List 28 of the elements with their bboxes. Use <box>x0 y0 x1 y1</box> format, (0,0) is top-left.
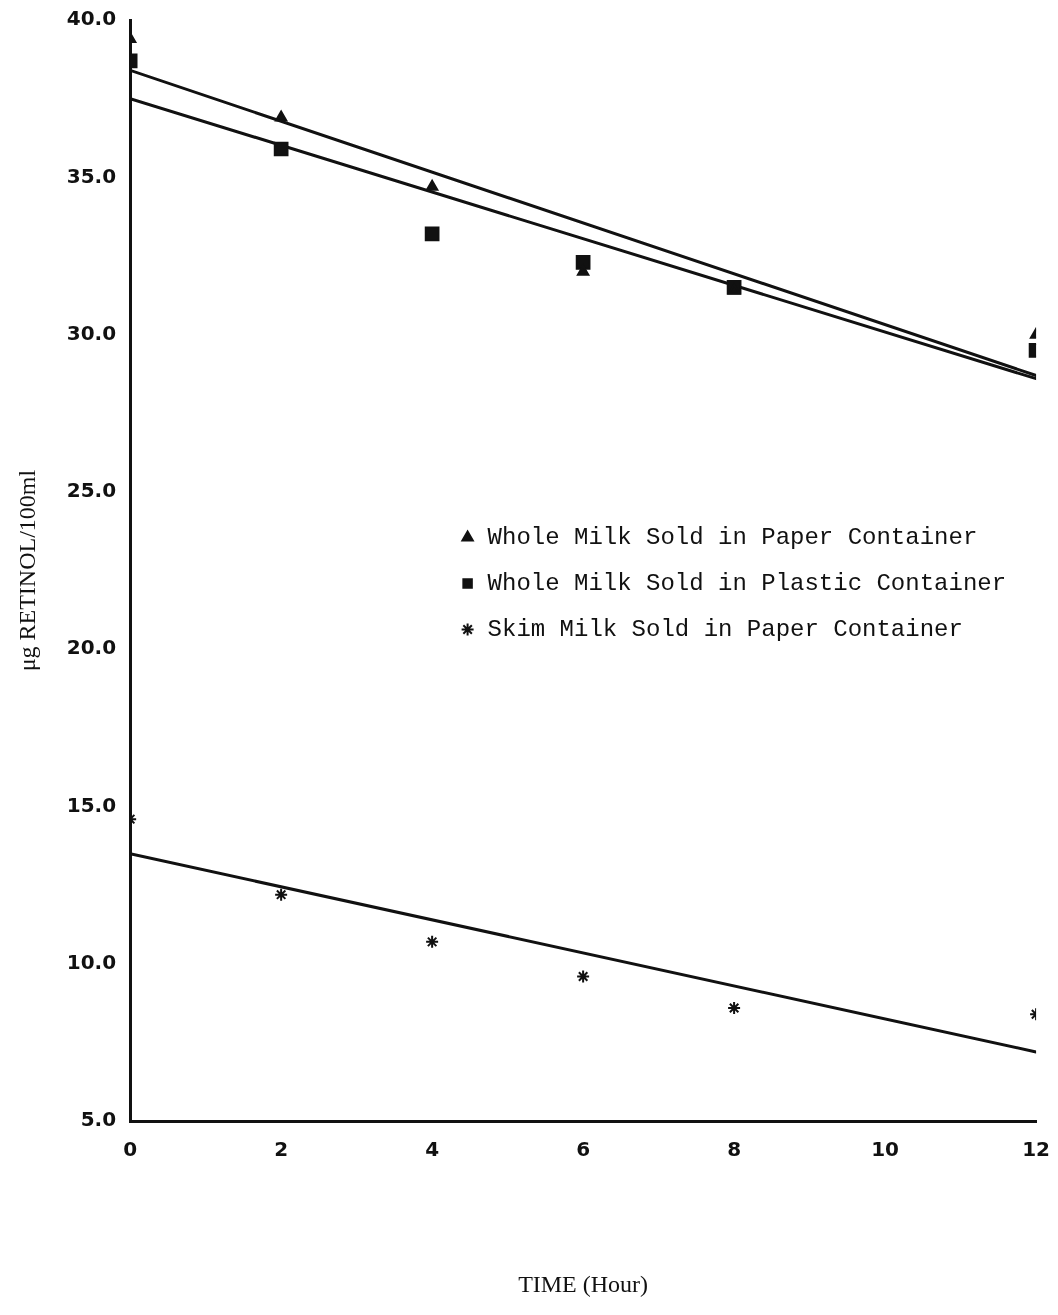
point <box>274 887 289 902</box>
y-axis-title: μg RETINOL/100ml <box>13 469 40 672</box>
y-tick-label: 5.0 <box>80 1107 117 1132</box>
x-tick-label: 6 <box>576 1137 591 1162</box>
x-axis-title: TIME (Hour) <box>518 1270 649 1297</box>
point <box>273 141 289 157</box>
point <box>425 934 440 949</box>
x-tick-label: 12 <box>1022 1137 1051 1162</box>
point <box>424 226 440 242</box>
y-tick-label: 35.0 <box>66 163 117 188</box>
point <box>425 179 439 191</box>
x-tick-label: 4 <box>425 1137 440 1162</box>
x-tick-label: 8 <box>727 1137 742 1162</box>
legend-label: Skim Milk Sold in Paper Container <box>487 615 963 643</box>
x-tick-label: 10 <box>871 1137 900 1162</box>
y-tick-label: 25.0 <box>66 478 117 503</box>
y-tick-label: 20.0 <box>66 635 117 660</box>
point <box>274 110 288 122</box>
y-tick-label: 10.0 <box>66 950 117 975</box>
y-tick-label: 40.0 <box>66 6 117 31</box>
legend-label: Whole Milk Sold in Plastic Container <box>487 569 1007 597</box>
point <box>727 1000 742 1015</box>
x-tick-label: 2 <box>274 1137 289 1162</box>
y-tick-label: 15.0 <box>66 792 117 817</box>
x-tick-label: 0 <box>123 1137 138 1162</box>
y-tick-label: 30.0 <box>66 320 117 345</box>
point <box>576 969 591 984</box>
legend-label: Whole Milk Sold in Paper Container <box>487 523 978 551</box>
